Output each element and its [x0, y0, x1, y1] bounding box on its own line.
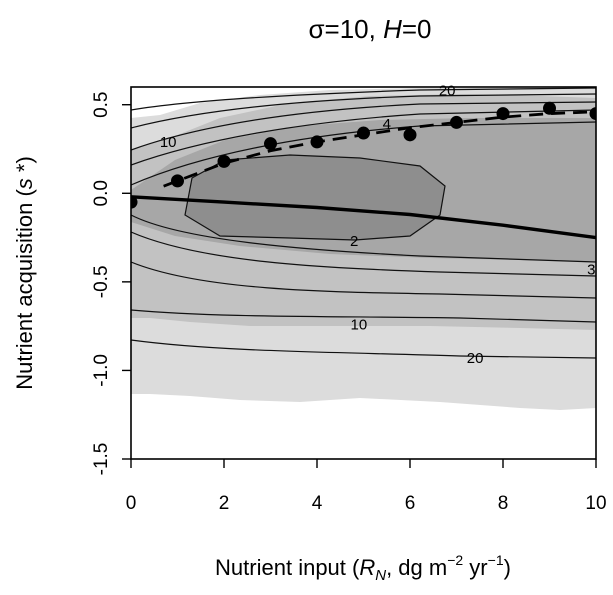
- plot-frame: [130, 86, 597, 460]
- density-field: [131, 88, 596, 410]
- data-point: [131, 195, 138, 209]
- contour-line: [131, 231, 596, 277]
- contour-label: 20: [439, 83, 456, 100]
- y-tick-label: -0.5: [91, 265, 112, 298]
- dashed-trend-line: [163, 110, 596, 188]
- data-point: [403, 128, 417, 142]
- contour-label: 3: [587, 261, 595, 278]
- contour-label: 2: [350, 233, 358, 250]
- data-point: [589, 107, 596, 121]
- contour-label: 10: [351, 316, 368, 333]
- contour-line: [131, 214, 596, 263]
- contour-line: [131, 101, 596, 151]
- solid-trend-line: [131, 195, 596, 240]
- contour-label: 10: [160, 134, 177, 151]
- data-point: [264, 137, 277, 151]
- contour-line: [131, 261, 596, 299]
- data-point: [496, 107, 510, 121]
- x-tick-label: 6: [405, 493, 416, 514]
- contour-label-layer: 10 20 4 2 3 10 20: [160, 83, 596, 367]
- data-point: [217, 154, 231, 168]
- y-tick-label: -1.5: [91, 443, 112, 476]
- contour-line: [131, 309, 596, 323]
- contour-line: [131, 339, 596, 359]
- x-tick-label: 2: [219, 493, 230, 514]
- contour-label: 4: [383, 116, 391, 133]
- x-tick-label: 0: [126, 493, 137, 514]
- x-axis-title: Nutrient input (RN, dg m−2 yr−1): [215, 552, 511, 584]
- y-tick-label: 0.5: [91, 92, 112, 118]
- series-layer: [131, 101, 596, 240]
- y-axis-title: Nutrient acquisition (s *): [12, 156, 37, 390]
- density-core: [185, 155, 445, 240]
- y-tick-label: -1.0: [91, 354, 112, 387]
- data-point: [450, 115, 463, 129]
- contour-line: [131, 109, 596, 166]
- y-axis: -1.5 -1.0 -0.5 0.0 0.5: [91, 92, 131, 476]
- x-tick-label: 8: [498, 493, 509, 514]
- contour-line: [131, 87, 596, 111]
- data-point: [543, 101, 556, 115]
- x-axis: 0 2 4 6 8 10: [126, 459, 607, 514]
- x-tick-label: 10: [585, 493, 606, 514]
- x-tick-label: 4: [312, 493, 323, 514]
- data-point: [171, 174, 184, 188]
- chart-title: σ=10, H=0: [308, 14, 431, 44]
- y-tick-label: 0.0: [91, 180, 112, 206]
- contour-line: [131, 93, 596, 129]
- contour-label: 20: [467, 350, 484, 367]
